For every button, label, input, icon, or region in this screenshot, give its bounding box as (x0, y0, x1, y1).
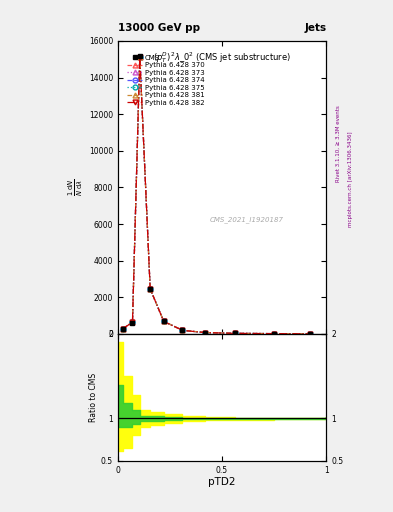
Pythia 6.428 370 (203, 330, 208, 336)
Pythia 6.428 370 (307, 331, 312, 337)
CMS (307, 331, 312, 337)
Pythia 6.428 382 (121, 326, 125, 332)
Line: Pythia 6.428 375: Pythia 6.428 375 (121, 54, 312, 336)
Line: CMS: CMS (121, 53, 312, 336)
Pythia 6.428 370 (148, 286, 152, 292)
Pythia 6.428 382 (180, 327, 185, 333)
Pythia 6.428 381 (138, 53, 142, 59)
CMS (148, 286, 152, 292)
Text: CMS_2021_I1920187: CMS_2021_I1920187 (210, 216, 284, 223)
Legend: CMS, Pythia 6.428 370, Pythia 6.428 373, Pythia 6.428 374, Pythia 6.428 375, Pyt: CMS, Pythia 6.428 370, Pythia 6.428 373,… (125, 53, 206, 107)
Pythia 6.428 370 (272, 331, 277, 337)
Pythia 6.428 374 (148, 286, 152, 292)
CMS (121, 326, 125, 332)
CMS (232, 330, 237, 336)
Pythia 6.428 370 (162, 318, 166, 325)
Pythia 6.428 381 (162, 318, 166, 325)
Pythia 6.428 375 (232, 330, 237, 336)
CMS (138, 53, 142, 59)
Y-axis label: $\frac{1}{N}\frac{\mathrm{d}N}{\mathrm{d}\lambda}$: $\frac{1}{N}\frac{\mathrm{d}N}{\mathrm{d… (66, 179, 84, 196)
Pythia 6.428 373 (203, 330, 208, 336)
Pythia 6.428 373 (307, 331, 312, 337)
Pythia 6.428 370 (130, 319, 135, 325)
Pythia 6.428 373 (138, 53, 142, 59)
Pythia 6.428 370 (138, 53, 142, 59)
Line: Pythia 6.428 382: Pythia 6.428 382 (121, 54, 312, 336)
Pythia 6.428 374 (203, 330, 208, 336)
Pythia 6.428 374 (162, 318, 166, 325)
Pythia 6.428 374 (307, 331, 312, 337)
Pythia 6.428 381 (148, 286, 152, 292)
Pythia 6.428 382 (203, 330, 208, 336)
Pythia 6.428 373 (121, 326, 125, 332)
Pythia 6.428 373 (180, 327, 185, 333)
Pythia 6.428 381 (130, 319, 135, 325)
Pythia 6.428 374 (180, 327, 185, 333)
Pythia 6.428 374 (232, 330, 237, 336)
Pythia 6.428 375 (138, 53, 142, 59)
Pythia 6.428 373 (232, 330, 237, 336)
Text: 13000 GeV pp: 13000 GeV pp (118, 23, 200, 33)
Pythia 6.428 375 (180, 327, 185, 333)
Pythia 6.428 381 (232, 330, 237, 336)
Pythia 6.428 382 (232, 330, 237, 336)
Pythia 6.428 375 (272, 331, 277, 337)
Pythia 6.428 374 (130, 319, 135, 325)
Pythia 6.428 375 (148, 286, 152, 292)
Line: Pythia 6.428 373: Pythia 6.428 373 (121, 54, 312, 336)
Pythia 6.428 370 (121, 326, 125, 332)
Pythia 6.428 382 (307, 331, 312, 337)
Text: Jets: Jets (304, 23, 326, 33)
Text: mcplots.cern.ch [arXiv:1306.3436]: mcplots.cern.ch [arXiv:1306.3436] (348, 132, 353, 227)
X-axis label: pTD2: pTD2 (208, 477, 236, 487)
Y-axis label: Ratio to CMS: Ratio to CMS (89, 373, 98, 422)
Pythia 6.428 375 (121, 326, 125, 332)
Pythia 6.428 382 (272, 331, 277, 337)
Pythia 6.428 373 (272, 331, 277, 337)
Text: Rivet 3.1.10, ≥ 3.3M events: Rivet 3.1.10, ≥ 3.3M events (336, 105, 341, 182)
Pythia 6.428 373 (130, 319, 135, 325)
Line: Pythia 6.428 374: Pythia 6.428 374 (121, 54, 312, 336)
CMS (130, 319, 135, 326)
CMS (203, 330, 208, 336)
Pythia 6.428 382 (138, 53, 142, 59)
Pythia 6.428 370 (180, 327, 185, 333)
Pythia 6.428 375 (162, 318, 166, 325)
Pythia 6.428 381 (307, 331, 312, 337)
Pythia 6.428 381 (180, 327, 185, 333)
Pythia 6.428 382 (162, 318, 166, 325)
Pythia 6.428 373 (162, 318, 166, 325)
Pythia 6.428 381 (121, 326, 125, 332)
Pythia 6.428 381 (203, 330, 208, 336)
Pythia 6.428 382 (148, 286, 152, 292)
Pythia 6.428 381 (272, 331, 277, 337)
Line: Pythia 6.428 370: Pythia 6.428 370 (121, 54, 312, 336)
CMS (272, 331, 277, 337)
Text: $(p_{T}^{D})^{2}\lambda\_0^{2}$ (CMS jet substructure): $(p_{T}^{D})^{2}\lambda\_0^{2}$ (CMS jet… (153, 50, 291, 65)
Pythia 6.428 373 (148, 286, 152, 292)
Pythia 6.428 375 (203, 330, 208, 336)
CMS (162, 318, 166, 325)
Pythia 6.428 382 (130, 319, 135, 325)
CMS (180, 327, 185, 333)
Pythia 6.428 375 (130, 319, 135, 325)
Pythia 6.428 374 (272, 331, 277, 337)
Pythia 6.428 374 (121, 326, 125, 332)
Line: Pythia 6.428 381: Pythia 6.428 381 (121, 54, 312, 336)
Pythia 6.428 374 (138, 53, 142, 59)
Pythia 6.428 375 (307, 331, 312, 337)
Pythia 6.428 370 (232, 330, 237, 336)
